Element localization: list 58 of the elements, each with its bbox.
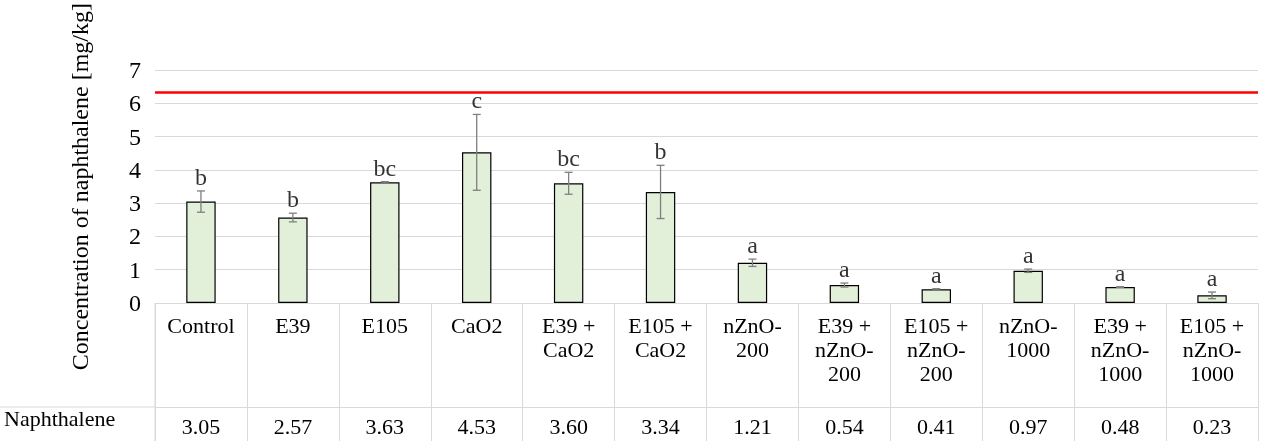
y-axis-title: Concentration of naphthalene [mg/kg] — [67, 3, 93, 371]
annotation: a — [1206, 265, 1218, 292]
annotation: a — [930, 261, 942, 288]
annotation: b — [194, 163, 207, 190]
annotation: a — [1022, 242, 1034, 269]
data-label: 3.34 — [641, 413, 680, 439]
bar — [186, 201, 216, 303]
annotation: c — [471, 87, 483, 114]
x-tick-label: E39 — [275, 312, 311, 338]
y-tick-label: 7 — [129, 57, 141, 84]
data-label: 0.54 — [825, 413, 864, 439]
annotation: b — [654, 138, 667, 165]
x-tick-label: CaO2 — [451, 312, 503, 338]
x-tick-label: Control — [167, 312, 235, 338]
y-tick-label: 5 — [129, 123, 141, 150]
annotation: a — [839, 256, 851, 283]
bar — [737, 262, 768, 303]
bar — [462, 152, 492, 303]
x-tick-label: nZnO-1000 — [998, 312, 1058, 362]
y-tick-label: 6 — [129, 90, 141, 117]
y-tick-label: 0 — [129, 290, 141, 316]
bar — [1105, 287, 1135, 303]
x-tick-label: nZnO-200 — [723, 312, 782, 362]
data-label: 3.05 — [181, 413, 221, 439]
data-label: 0.97 — [1008, 413, 1048, 439]
x-tick-label: E105 + CaO2 — [628, 312, 693, 362]
y-tick-label: 2 — [129, 223, 141, 250]
data-label: 3.60 — [549, 413, 588, 439]
x-tick-label: E105 + nZnO-1000 — [1179, 312, 1245, 386]
annotation: bc — [557, 145, 580, 172]
x-tick-label: E39 + nZnO-1000 — [1090, 312, 1150, 386]
annotation: a — [747, 232, 759, 259]
data-label: 4.53 — [457, 413, 496, 439]
annotation: b — [286, 186, 299, 213]
data-label: 0.23 — [1192, 413, 1232, 439]
bar — [829, 285, 860, 303]
bar — [1013, 270, 1043, 303]
bar — [921, 289, 951, 303]
data-label: 3.63 — [365, 413, 405, 439]
data-label: 0.48 — [1100, 413, 1140, 439]
y-tick-label: 4 — [129, 156, 141, 183]
x-tick-label: E39 + nZnO-200 — [815, 312, 874, 386]
annotation: a — [1114, 259, 1126, 286]
x-tick-label: E105 + nZnO-200 — [904, 312, 969, 386]
x-tick-label: E39 + CaO2 — [541, 312, 596, 362]
bar — [645, 191, 676, 303]
data-label: 1.21 — [733, 413, 772, 439]
bar — [370, 182, 400, 303]
bar — [1197, 295, 1227, 303]
x-tick-label: E105 — [361, 312, 409, 338]
data-label: 2.57 — [273, 413, 313, 439]
text: Naphthalene — [4, 405, 116, 431]
y-tick-label: 3 — [129, 190, 141, 217]
bar — [278, 217, 308, 303]
data-label: 0.41 — [917, 413, 956, 439]
annotation: bc — [373, 154, 397, 181]
bar — [553, 183, 584, 303]
y-tick-label: 1 — [129, 256, 141, 283]
